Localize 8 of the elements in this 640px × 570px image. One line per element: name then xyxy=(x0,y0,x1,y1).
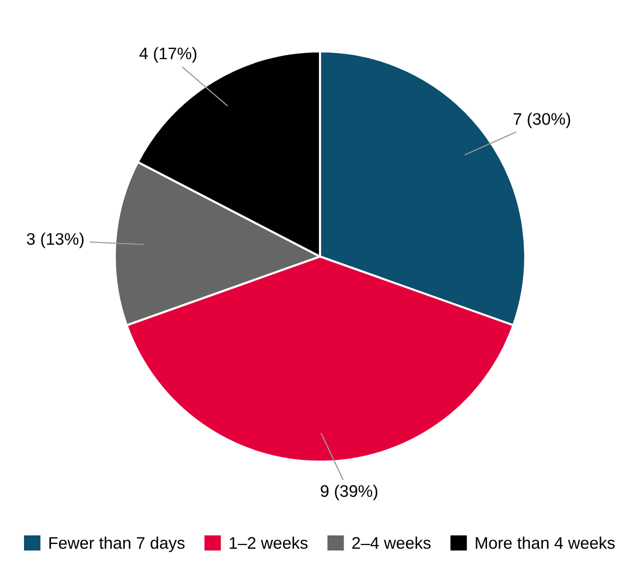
data-label: 7 (30%) xyxy=(514,112,570,128)
data-label: 9 (39%) xyxy=(320,484,378,500)
data-label: 4 (17%) xyxy=(139,47,196,63)
legend-label: Fewer than 7 days xyxy=(49,536,185,552)
legend-label: 2–4 weeks xyxy=(352,536,431,549)
data-label: 3 (13%) xyxy=(26,232,84,248)
legend-label: 1–2 weeks xyxy=(230,536,308,549)
legend-label: More than 4 weeks xyxy=(476,536,615,549)
